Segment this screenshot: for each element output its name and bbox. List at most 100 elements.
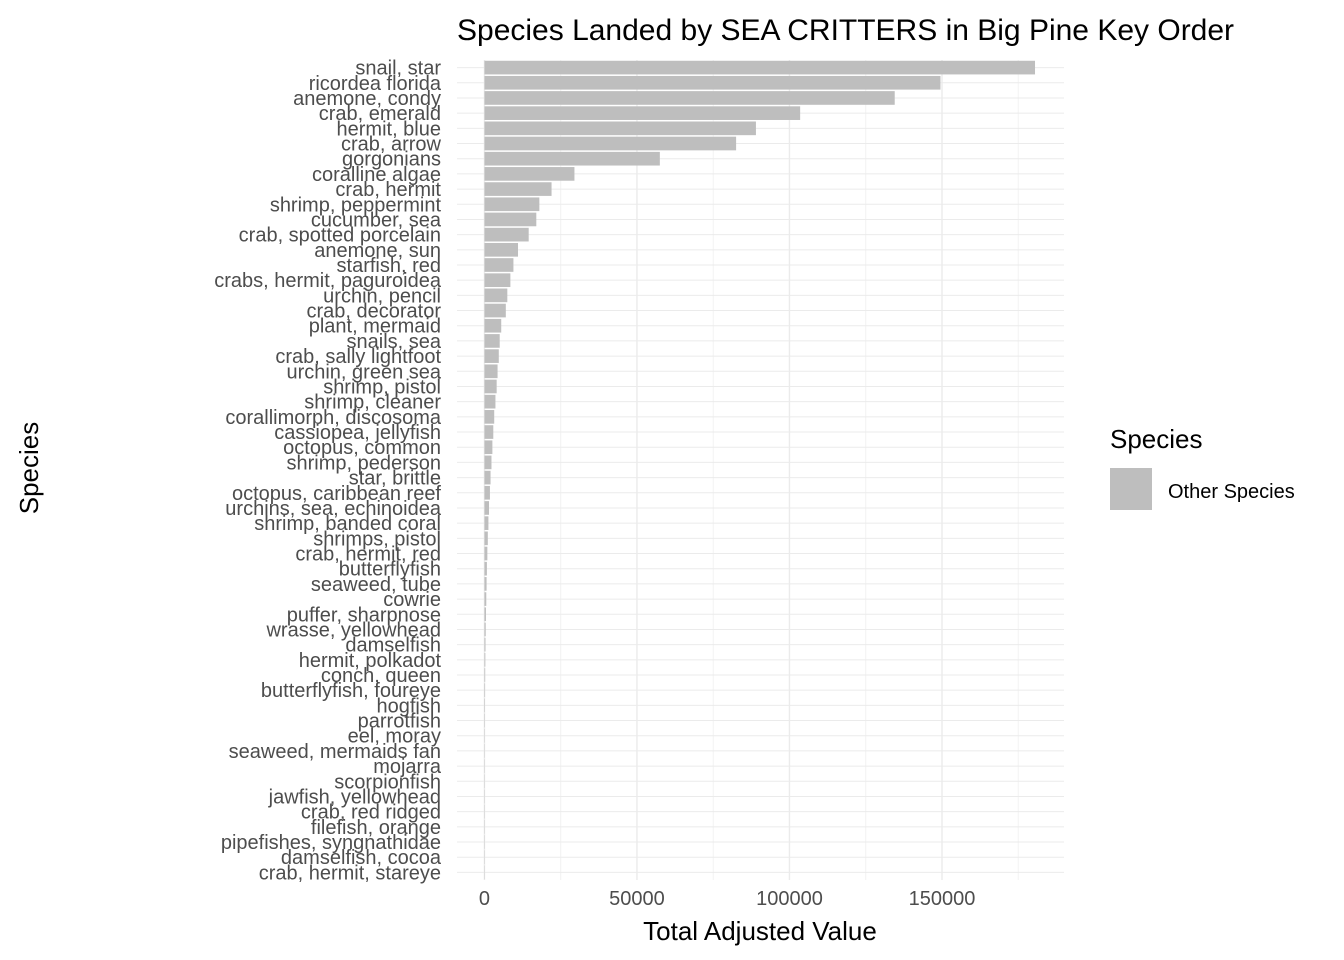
y-tick-label: crab, sally lightfoot bbox=[275, 346, 441, 368]
y-tick-label: puffer, sharpnose bbox=[287, 604, 441, 626]
bar bbox=[484, 683, 486, 698]
bar bbox=[484, 106, 801, 120]
y-tick-label: shrimp, cleaner bbox=[304, 392, 441, 414]
y-tick-label: conch, queen bbox=[321, 665, 441, 687]
y-tick-label: shrimp, pistol bbox=[323, 376, 441, 398]
bar bbox=[484, 622, 486, 637]
legend-label-other-species: Other Species bbox=[1168, 481, 1295, 503]
bar bbox=[484, 455, 492, 470]
y-tick-label: plant, mermaid bbox=[309, 316, 441, 338]
y-tick-label: filefish, orange bbox=[311, 817, 441, 839]
y-tick-label: ricordea florida bbox=[309, 73, 442, 95]
bar bbox=[484, 516, 489, 530]
y-tick-label: snails, sea bbox=[347, 331, 442, 353]
x-tick-labels: 0 50000 100000 150000 bbox=[479, 888, 975, 910]
x-axis-title: Total Adjusted Value bbox=[643, 916, 877, 946]
y-tick-label: crab, red ridged bbox=[301, 802, 441, 824]
bar bbox=[484, 273, 511, 288]
y-tick-label: crab, emerald bbox=[319, 103, 441, 125]
bar bbox=[484, 60, 1036, 75]
bar bbox=[484, 379, 497, 394]
y-tick-label: anemone, sun bbox=[314, 240, 441, 262]
y-tick-label: scorpionfish bbox=[334, 771, 441, 793]
bar bbox=[484, 561, 487, 576]
y-tick-label: crab, arrow bbox=[341, 134, 442, 156]
y-tick-label: cowrie bbox=[383, 589, 441, 611]
y-tick-label: corallimorph, discosoma bbox=[225, 407, 442, 429]
y-tick-label: damselfish, cocoa bbox=[281, 847, 442, 869]
bar bbox=[484, 151, 660, 166]
bar bbox=[484, 182, 552, 196]
bar bbox=[484, 668, 486, 682]
bar bbox=[484, 136, 737, 151]
y-tick-label: shrimps, pistol bbox=[313, 528, 441, 550]
chart-title: Species Landed by SEA CRITTERS in Big Pi… bbox=[457, 14, 1234, 47]
bar bbox=[484, 364, 498, 379]
bar bbox=[484, 577, 487, 591]
y-tick-label: jawfish, yellowhead bbox=[268, 786, 441, 808]
y-tick-label: shrimp, peppermint bbox=[270, 194, 442, 216]
y-tick-label: butterflyfish, foureye bbox=[261, 680, 441, 702]
y-tick-label: anemone, condy bbox=[293, 88, 441, 110]
x-tick-label: 100000 bbox=[756, 888, 823, 910]
bar bbox=[484, 227, 529, 242]
bar bbox=[484, 440, 493, 455]
bar bbox=[484, 425, 494, 439]
bar bbox=[484, 470, 491, 485]
y-tick-label: hermit, blue bbox=[337, 118, 442, 140]
bar bbox=[484, 167, 575, 181]
bar bbox=[484, 607, 486, 622]
bar bbox=[484, 637, 486, 652]
y-tick-label: cucumber, sea bbox=[311, 209, 442, 231]
y-tick-label: star, brittle bbox=[349, 468, 441, 490]
bar bbox=[484, 592, 487, 606]
bar bbox=[484, 91, 895, 105]
y-tick-label: seaweed, mermaids fan bbox=[229, 741, 441, 763]
y-tick-label: seaweed, tube bbox=[311, 574, 441, 596]
y-tick-label: crab, spotted porcelain bbox=[239, 225, 441, 247]
bar bbox=[484, 75, 941, 90]
bar bbox=[484, 258, 514, 272]
bar bbox=[484, 303, 506, 318]
bar bbox=[484, 546, 488, 561]
y-tick-label: crab, hermit, red bbox=[295, 544, 441, 566]
y-tick-label: crab, decorator bbox=[306, 301, 441, 323]
y-tick-label: octopus, caribbean reef bbox=[232, 483, 441, 505]
bars bbox=[484, 60, 1036, 880]
y-tick-label: wrasse, yellowhead bbox=[265, 619, 441, 641]
y-tick-label: butterflyfish bbox=[339, 559, 441, 581]
y-tick-label: hogfish bbox=[377, 695, 442, 717]
legend-title: Species bbox=[1110, 424, 1203, 454]
y-tick-label: mojarra bbox=[373, 756, 442, 778]
bar bbox=[484, 531, 488, 546]
y-tick-label: parrotfish bbox=[358, 711, 441, 733]
bar bbox=[484, 485, 490, 500]
y-tick-label: coralline algae bbox=[312, 164, 441, 186]
bar bbox=[484, 121, 756, 136]
y-tick-label: cassiopea, jellyfish bbox=[274, 422, 441, 444]
x-tick-label: 150000 bbox=[909, 888, 976, 910]
bar bbox=[484, 501, 490, 515]
y-tick-label: urchins, sea, echinoidea bbox=[225, 498, 442, 520]
y-tick-label: damselfish bbox=[345, 635, 441, 657]
x-tick-label: 0 bbox=[479, 888, 490, 910]
bar bbox=[484, 288, 508, 303]
y-tick-label: starfish, red bbox=[337, 255, 441, 277]
bar bbox=[484, 410, 495, 424]
y-tick-label: shrimp, banded coral bbox=[254, 513, 441, 535]
bar bbox=[484, 394, 496, 409]
y-tick-label: eel, moray bbox=[348, 726, 441, 748]
legend: Species Other Species bbox=[1110, 424, 1295, 510]
y-tick-label: shrimp, pederson bbox=[286, 452, 441, 474]
y-tick-label: crab, hermit, stareye bbox=[259, 862, 441, 884]
y-tick-label: crab, hermit bbox=[335, 179, 441, 201]
y-tick-label: crabs, hermit, paguroidea bbox=[214, 270, 442, 292]
x-tick-label: 50000 bbox=[609, 888, 665, 910]
legend-key-other-species bbox=[1110, 468, 1152, 510]
y-tick-label: pipefishes, syngnathidae bbox=[221, 832, 441, 854]
y-tick-label: urchin, green sea bbox=[286, 361, 441, 383]
bar bbox=[484, 242, 519, 257]
y-tick-label: snail, star bbox=[355, 58, 441, 80]
